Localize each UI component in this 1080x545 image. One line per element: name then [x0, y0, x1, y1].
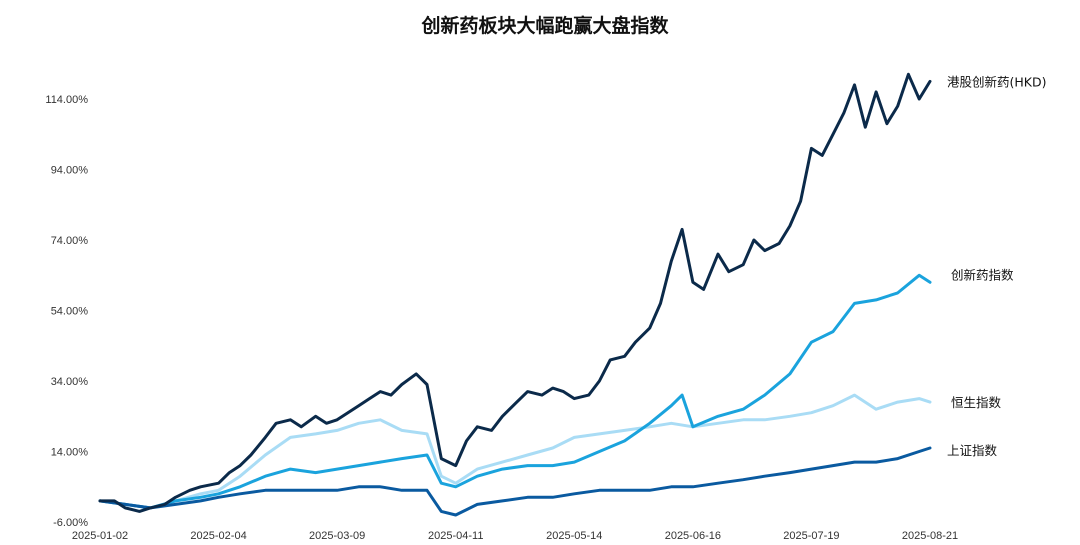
series-label-2: 恒生指数 — [951, 395, 1002, 410]
series-line-2 — [98, 393, 932, 510]
series-label-1: 创新药指数 — [951, 267, 1014, 282]
series-line-0 — [98, 72, 932, 513]
series-line-3 — [98, 446, 932, 517]
x-axis: 2025-01-02 2025-02-04 2025-03-09 2025-04-11… — [72, 530, 958, 542]
x-tick-label: 2025-04-11 — [428, 530, 483, 542]
y-tick-label: -6.00% — [53, 517, 88, 529]
x-tick-label: 2025-07-19 — [783, 530, 839, 542]
y-tick-label: 114.00% — [45, 94, 88, 106]
series-line-1 — [98, 273, 932, 510]
chart-title: 创新药板块大幅跑赢大盘指数 — [420, 14, 669, 37]
y-tick-label: 74.00% — [51, 235, 89, 247]
x-tick-label: 2025-05-14 — [546, 530, 602, 542]
series-label-3: 上证指数 — [947, 443, 998, 458]
y-tick-label: 54.00% — [51, 306, 89, 318]
x-tick-label: 2025-02-04 — [190, 530, 246, 542]
y-axis: 114.00% 94.00% 74.00% 54.00% 34.00% 14.00% -6.… — [45, 94, 88, 529]
x-tick-label: 2025-06-16 — [665, 530, 721, 542]
x-tick-label: 2025-01-02 — [72, 530, 128, 542]
x-tick-label: 2025-03-09 — [309, 530, 365, 542]
series-lines — [98, 72, 932, 517]
x-tick-label: 2025-08-21 — [902, 530, 958, 542]
y-tick-label: 94.00% — [51, 165, 89, 177]
y-tick-label: 14.00% — [51, 447, 89, 459]
y-tick-label: 34.00% — [51, 376, 89, 388]
series-label-0: 港股创新药(HKD) — [947, 74, 1046, 89]
